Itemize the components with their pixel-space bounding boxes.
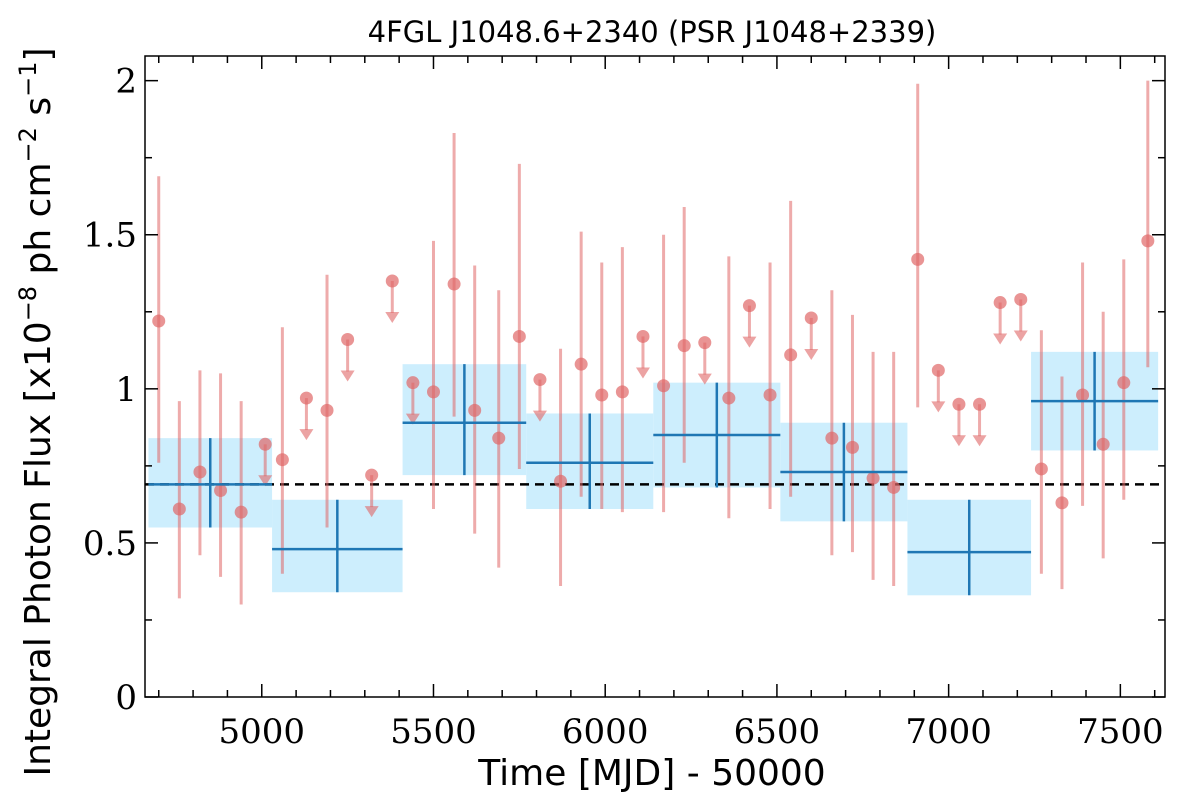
detection-point-10	[492, 431, 506, 445]
y-tick-label-2: 1	[115, 370, 137, 410]
upper-limit-point-11	[931, 363, 945, 377]
upper-limit-point-3	[365, 468, 379, 482]
upper-limit-arrow-4	[385, 311, 400, 323]
x-tick-label-6500: 6500	[734, 712, 821, 752]
upper-limit-arrow-7	[635, 367, 650, 379]
upper-limit-arrow-6	[532, 410, 547, 422]
detection-point-2	[193, 465, 207, 479]
detection-point-13	[574, 357, 588, 371]
upper-limit-point-0	[258, 437, 272, 451]
upper-limit-point-5	[406, 376, 420, 390]
detection-point-19	[763, 388, 777, 402]
upper-limit-point-7	[636, 329, 650, 343]
x-tick-label-7500: 7500	[1077, 712, 1164, 752]
x-tick-label-7000: 7000	[905, 712, 992, 752]
x-tick-label-5000: 5000	[219, 712, 306, 752]
y-tick-label-3: 1.5	[83, 216, 137, 256]
upper-limit-arrow-13	[972, 435, 987, 447]
detection-point-25	[911, 252, 925, 266]
detection-point-24	[887, 480, 901, 494]
upper-limit-point-2	[341, 333, 355, 347]
upper-limit-arrow-10	[804, 348, 819, 360]
upper-limit-point-12	[952, 397, 966, 411]
chart-title: 4FGL J1048.6+2340 (PSR J1048+2339)	[368, 15, 937, 49]
upper-limit-point-14	[993, 296, 1007, 310]
detection-point-26	[1034, 462, 1048, 476]
y-axis-title-end: ]	[18, 47, 59, 61]
upper-limit-point-4	[385, 274, 399, 288]
y-tick-label-1: 0.5	[83, 524, 137, 564]
detection-point-4	[234, 505, 248, 519]
upper-limit-arrow-8	[697, 373, 712, 385]
upper-limit-arrow-5	[405, 413, 420, 425]
upper-limit-point-6	[533, 373, 547, 387]
upper-limit-arrow-9	[742, 336, 757, 348]
y-axis-title-exp2: −2	[14, 127, 42, 162]
detection-point-0	[152, 314, 166, 328]
upper-limit-arrow-14	[993, 333, 1008, 345]
plot-area: 5000 5500 6000 6500 7000 7500 0 0.5 1 1.5 2	[83, 55, 1166, 752]
detection-point-30	[1117, 376, 1131, 390]
detection-point-29	[1096, 437, 1110, 451]
detection-point-22	[845, 440, 859, 454]
x-tick-label-6000: 6000	[562, 712, 649, 752]
upper-limit-arrow-12	[951, 435, 966, 447]
y-axis-title-mid2: s	[18, 97, 59, 127]
detection-point-1	[172, 502, 186, 516]
detection-point-20	[784, 348, 798, 362]
detection-point-8	[447, 277, 461, 291]
detection-point-18	[722, 391, 736, 405]
upper-limit-arrow-1	[299, 429, 314, 441]
detection-point-28	[1076, 388, 1090, 402]
upper-limit-arrow-3	[364, 506, 379, 518]
upper-limit-point-15	[1014, 292, 1028, 306]
y-axis-title: Integral Photon Flux [x10−8 ph cm−2 s−1]	[14, 47, 59, 776]
upper-limit-point-9	[742, 299, 756, 313]
detection-point-16	[657, 379, 671, 393]
detection-point-5	[275, 453, 289, 467]
detection-point-15	[615, 385, 629, 399]
upper-limit-point-8	[698, 336, 712, 350]
detection-point-6	[320, 403, 334, 417]
upper-limit-point-10	[804, 311, 818, 325]
detection-point-3	[214, 484, 228, 498]
y-axis-title-exp3: −1	[14, 62, 42, 97]
detection-point-23	[866, 471, 880, 485]
upper-limit-arrow-0	[258, 475, 273, 487]
upper-limit-arrow-2	[340, 370, 355, 382]
y-tick-label-0: 0	[115, 678, 137, 718]
detection-point-27	[1055, 496, 1069, 510]
upper-limit-point-1	[299, 391, 313, 405]
detection-point-14	[595, 388, 609, 402]
detection-point-12	[554, 474, 568, 488]
y-axis-title-exp1: −8	[14, 286, 42, 321]
x-axis-title: Time [MJD] - 50000	[477, 753, 825, 794]
detection-point-17	[677, 339, 691, 353]
detection-point-31	[1141, 234, 1155, 248]
detection-point-7	[426, 385, 440, 399]
y-axis-title-base: Integral Photon Flux [x10	[18, 321, 59, 776]
upper-limit-point-13	[973, 397, 987, 411]
detection-point-21	[825, 431, 839, 445]
detection-point-11	[512, 329, 526, 343]
y-tick-label-4: 2	[115, 62, 137, 102]
upper-limit-arrow-11	[931, 401, 946, 413]
axes-frame	[144, 55, 1166, 698]
y-axis-title-mid: ph cm	[18, 162, 59, 285]
detection-point-9	[468, 403, 482, 417]
x-tick-label-5500: 5500	[390, 712, 477, 752]
upper-limit-arrow-15	[1013, 330, 1028, 342]
